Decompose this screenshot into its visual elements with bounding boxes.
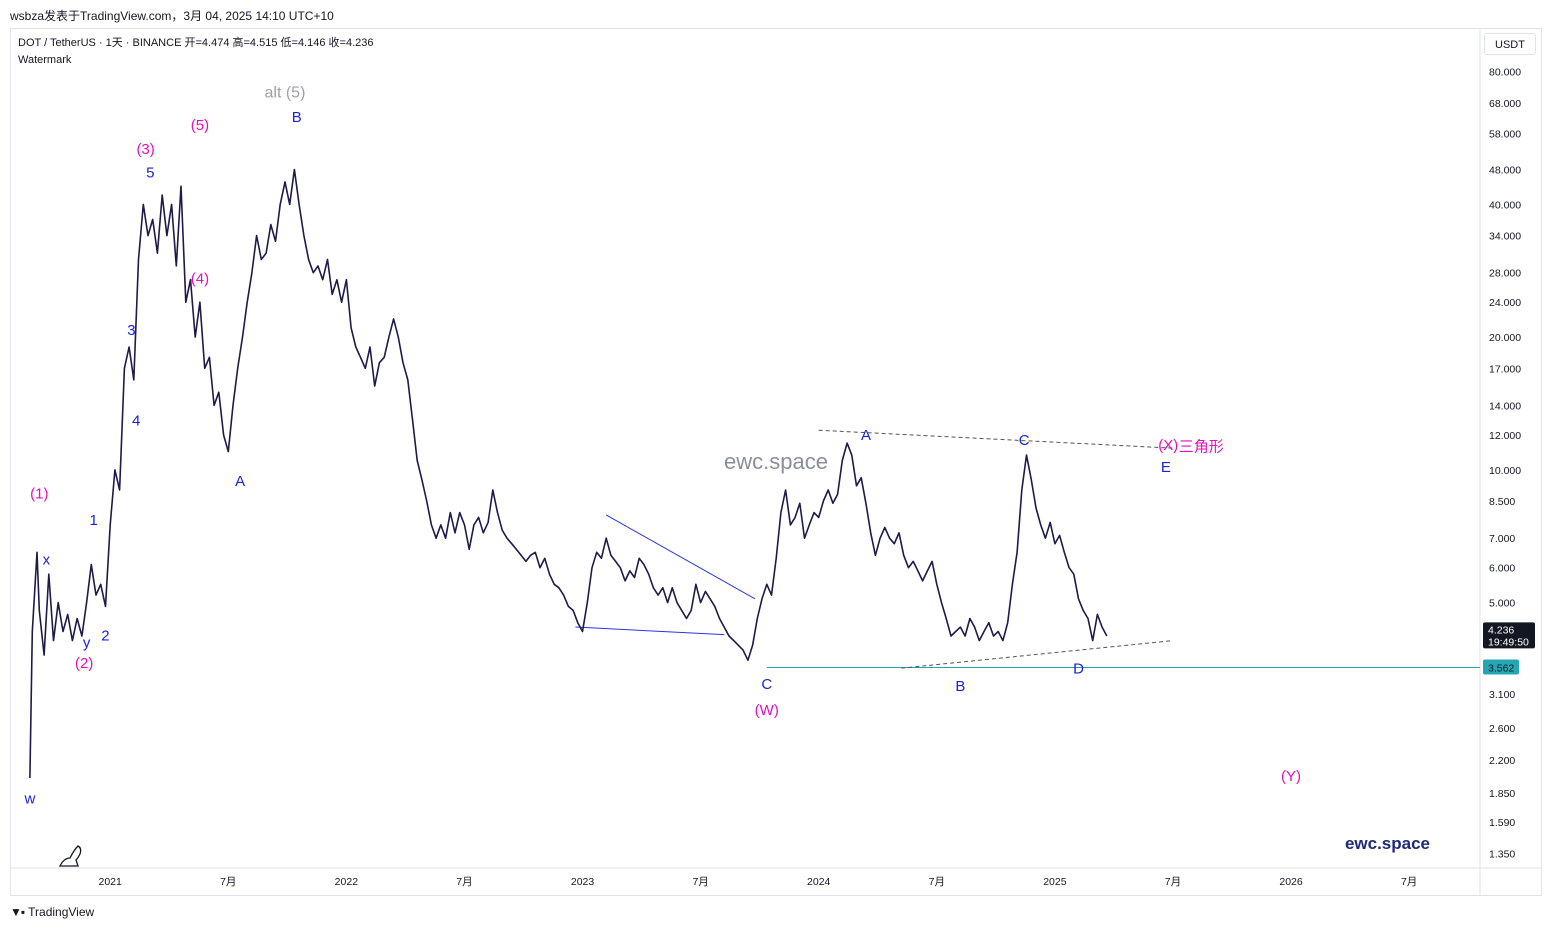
y-tick-label: 7.000 bbox=[1489, 533, 1515, 545]
y-tick-label: 14.000 bbox=[1489, 400, 1521, 412]
x-tick-label: 7月 bbox=[456, 876, 472, 888]
x-tick-label: 2025 bbox=[1043, 876, 1067, 888]
wave-label: x bbox=[43, 552, 51, 569]
x-tick-label: 7月 bbox=[929, 876, 945, 888]
y-tick-label: 24.000 bbox=[1489, 297, 1521, 309]
wave-label: C bbox=[1019, 432, 1030, 449]
wave-label: 5 bbox=[146, 165, 154, 182]
wave-label: (5) bbox=[191, 117, 209, 134]
wave-label: 3 bbox=[127, 322, 135, 339]
ohlc-low: 低=4.146 bbox=[280, 37, 326, 49]
wave-label: 1 bbox=[89, 512, 97, 529]
wave-label: A bbox=[861, 427, 871, 444]
wave-label: 2 bbox=[101, 628, 109, 645]
wedge-lower-line bbox=[575, 626, 725, 636]
wave-label: w bbox=[23, 791, 35, 808]
y-tick-label: 80.000 bbox=[1489, 67, 1521, 79]
triangle-lower-trendline bbox=[901, 640, 1174, 669]
wedge-upper-line bbox=[605, 514, 756, 600]
tradingview-logo-icon: ▼▪ bbox=[10, 905, 25, 919]
triangle-upper-trendline bbox=[818, 429, 1173, 449]
wave-label: (1) bbox=[30, 486, 48, 503]
x-tick-label: 2021 bbox=[99, 876, 123, 888]
wave-label: (X) bbox=[1158, 437, 1178, 454]
wave-label: (4) bbox=[191, 270, 209, 287]
wave-label: B bbox=[292, 109, 302, 126]
wave-label: 4 bbox=[132, 413, 140, 430]
y-tick-label: 5.000 bbox=[1489, 598, 1515, 610]
y-tick-label: 1.590 bbox=[1489, 817, 1515, 829]
ohlc-close: 收=4.236 bbox=[328, 37, 374, 49]
y-tick-label: 1.350 bbox=[1489, 848, 1515, 860]
last-price-value: 4.236 bbox=[1488, 624, 1514, 636]
y-tick-label: 40.000 bbox=[1489, 199, 1521, 211]
y-tick-label: 28.000 bbox=[1489, 268, 1521, 280]
y-tick-label: 2.600 bbox=[1489, 723, 1515, 735]
wave-label: E bbox=[1161, 459, 1171, 476]
y-tick-label: 2.200 bbox=[1489, 755, 1515, 767]
x-tick-label: 2026 bbox=[1279, 876, 1303, 888]
support-price-tag bbox=[1483, 659, 1519, 675]
y-tick-label: 58.000 bbox=[1489, 128, 1521, 140]
wave-label: C bbox=[761, 676, 772, 693]
y-tick-label: 20.000 bbox=[1489, 332, 1521, 344]
tradingview-brand[interactable]: ▼▪ TradingView bbox=[10, 905, 94, 919]
x-tick-label: 7月 bbox=[692, 876, 708, 888]
wave-label: (2) bbox=[75, 655, 93, 672]
y-tick-label: 34.000 bbox=[1489, 231, 1521, 243]
wave-label: (3) bbox=[136, 141, 154, 158]
watermark-indicator-label[interactable]: Watermark bbox=[18, 54, 72, 66]
ohlc-high: 高=4.515 bbox=[232, 37, 278, 49]
y-tick-label: 3.100 bbox=[1489, 689, 1515, 701]
currency-selector[interactable]: USDT bbox=[1484, 33, 1536, 55]
x-tick-label: 2023 bbox=[571, 876, 595, 888]
y-tick-label: 6.000 bbox=[1489, 563, 1515, 575]
ohlc-open: 开=4.474 bbox=[184, 37, 230, 49]
y-tick-label: 1.850 bbox=[1489, 788, 1515, 800]
watermark-corner: ewc.space bbox=[1345, 834, 1430, 853]
y-tick-label: 48.000 bbox=[1489, 165, 1521, 177]
wave-label: B bbox=[955, 678, 965, 695]
chart-frame bbox=[10, 28, 1542, 896]
x-tick-label: 2022 bbox=[335, 876, 359, 888]
publish-info: wsbza发表于TradingView.com，3月 04, 2025 14:1… bbox=[10, 9, 334, 23]
x-tick-label: 7月 bbox=[220, 876, 236, 888]
chart-legend: DOT / TetherUS · 1天 · BINANCE 开=4.474 高=… bbox=[18, 35, 373, 69]
watermark-center: ewc.space bbox=[724, 449, 828, 474]
last-price-tag bbox=[1483, 622, 1535, 649]
x-tick-label: 2024 bbox=[807, 876, 831, 888]
y-tick-label: 17.000 bbox=[1489, 363, 1521, 375]
chart-settings-icon bbox=[58, 845, 82, 867]
wave-label: A bbox=[235, 473, 245, 490]
price-series-line bbox=[29, 168, 1108, 779]
x-tick-label: 7月 bbox=[1401, 876, 1417, 888]
x-tick-label: 7月 bbox=[1165, 876, 1181, 888]
support-price-label: 3.562 bbox=[1488, 663, 1514, 675]
brand-label: TradingView bbox=[28, 905, 95, 919]
y-tick-label: 10.000 bbox=[1489, 465, 1521, 477]
y-tick-label: 68.000 bbox=[1489, 98, 1521, 110]
wave-label: (Y) bbox=[1281, 768, 1301, 785]
wave-label: D bbox=[1073, 661, 1084, 678]
wave-label: alt (5) bbox=[265, 84, 306, 101]
bar-countdown-timer: 19:49:50 bbox=[1488, 636, 1529, 648]
wave-label: y bbox=[83, 635, 91, 652]
y-tick-label: 8.500 bbox=[1489, 496, 1515, 508]
wave-label: 三角形 bbox=[1179, 439, 1224, 456]
y-tick-label: 12.000 bbox=[1489, 430, 1521, 442]
wave-label: (W) bbox=[755, 702, 779, 719]
symbol-info[interactable]: DOT / TetherUS · 1天 · BINANCE bbox=[18, 37, 182, 49]
